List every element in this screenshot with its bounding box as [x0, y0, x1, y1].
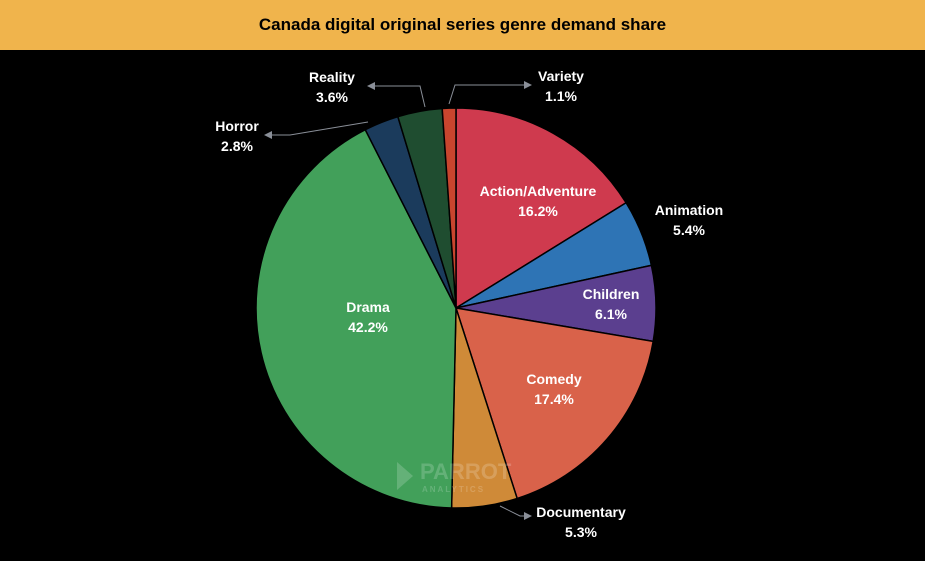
leader-line-documentary [499, 505, 532, 520]
slice-label-drama: Drama [346, 299, 390, 315]
slice-value-children: 6.1% [595, 306, 627, 322]
slice-label-animation: Animation [655, 202, 723, 218]
chart-title: Canada digital original series genre dem… [258, 15, 667, 34]
slice-label-documentary: Documentary [536, 504, 626, 520]
pie-slice-action-adventure [455, 107, 628, 310]
slice-label-variety: Variety [538, 68, 584, 84]
leader-line-horror [264, 121, 369, 139]
slice-value-variety: 1.1% [545, 88, 577, 104]
pie-slice-drama [255, 128, 457, 509]
title-bar: Canada digital original series genre dem… [0, 0, 925, 50]
slice-label-comedy: Comedy [526, 371, 581, 387]
slice-value-animation: 5.4% [673, 222, 705, 238]
slice-label-children: Children [583, 286, 640, 302]
slice-value-reality: 3.6% [316, 89, 348, 105]
slice-label-horror: Horror [215, 118, 259, 134]
slice-value-action-adventure: 16.2% [518, 203, 558, 219]
leader-line-reality [367, 82, 426, 108]
leader-line-variety [448, 81, 532, 105]
pie-slice-comedy [454, 307, 655, 500]
pie-slice-variety [441, 107, 457, 309]
slices-layer [255, 107, 657, 509]
watermark: PARROT ANALYTICS [397, 459, 512, 494]
slice-value-comedy: 17.4% [534, 391, 574, 407]
slice-label-reality: Reality [309, 69, 355, 85]
slice-value-horror: 2.8% [221, 138, 253, 154]
watermark-logo-icon [397, 462, 413, 490]
watermark-subtext: ANALYTICS [422, 485, 485, 494]
slice-label-action-adventure: Action/Adventure [480, 183, 597, 199]
slice-value-documentary: 5.3% [565, 524, 597, 540]
slice-value-drama: 42.2% [348, 319, 388, 335]
labels-layer: Action/Adventure 16.2% Animation 5.4% Childr… [215, 68, 723, 540]
watermark-text: PARROT [420, 459, 512, 484]
